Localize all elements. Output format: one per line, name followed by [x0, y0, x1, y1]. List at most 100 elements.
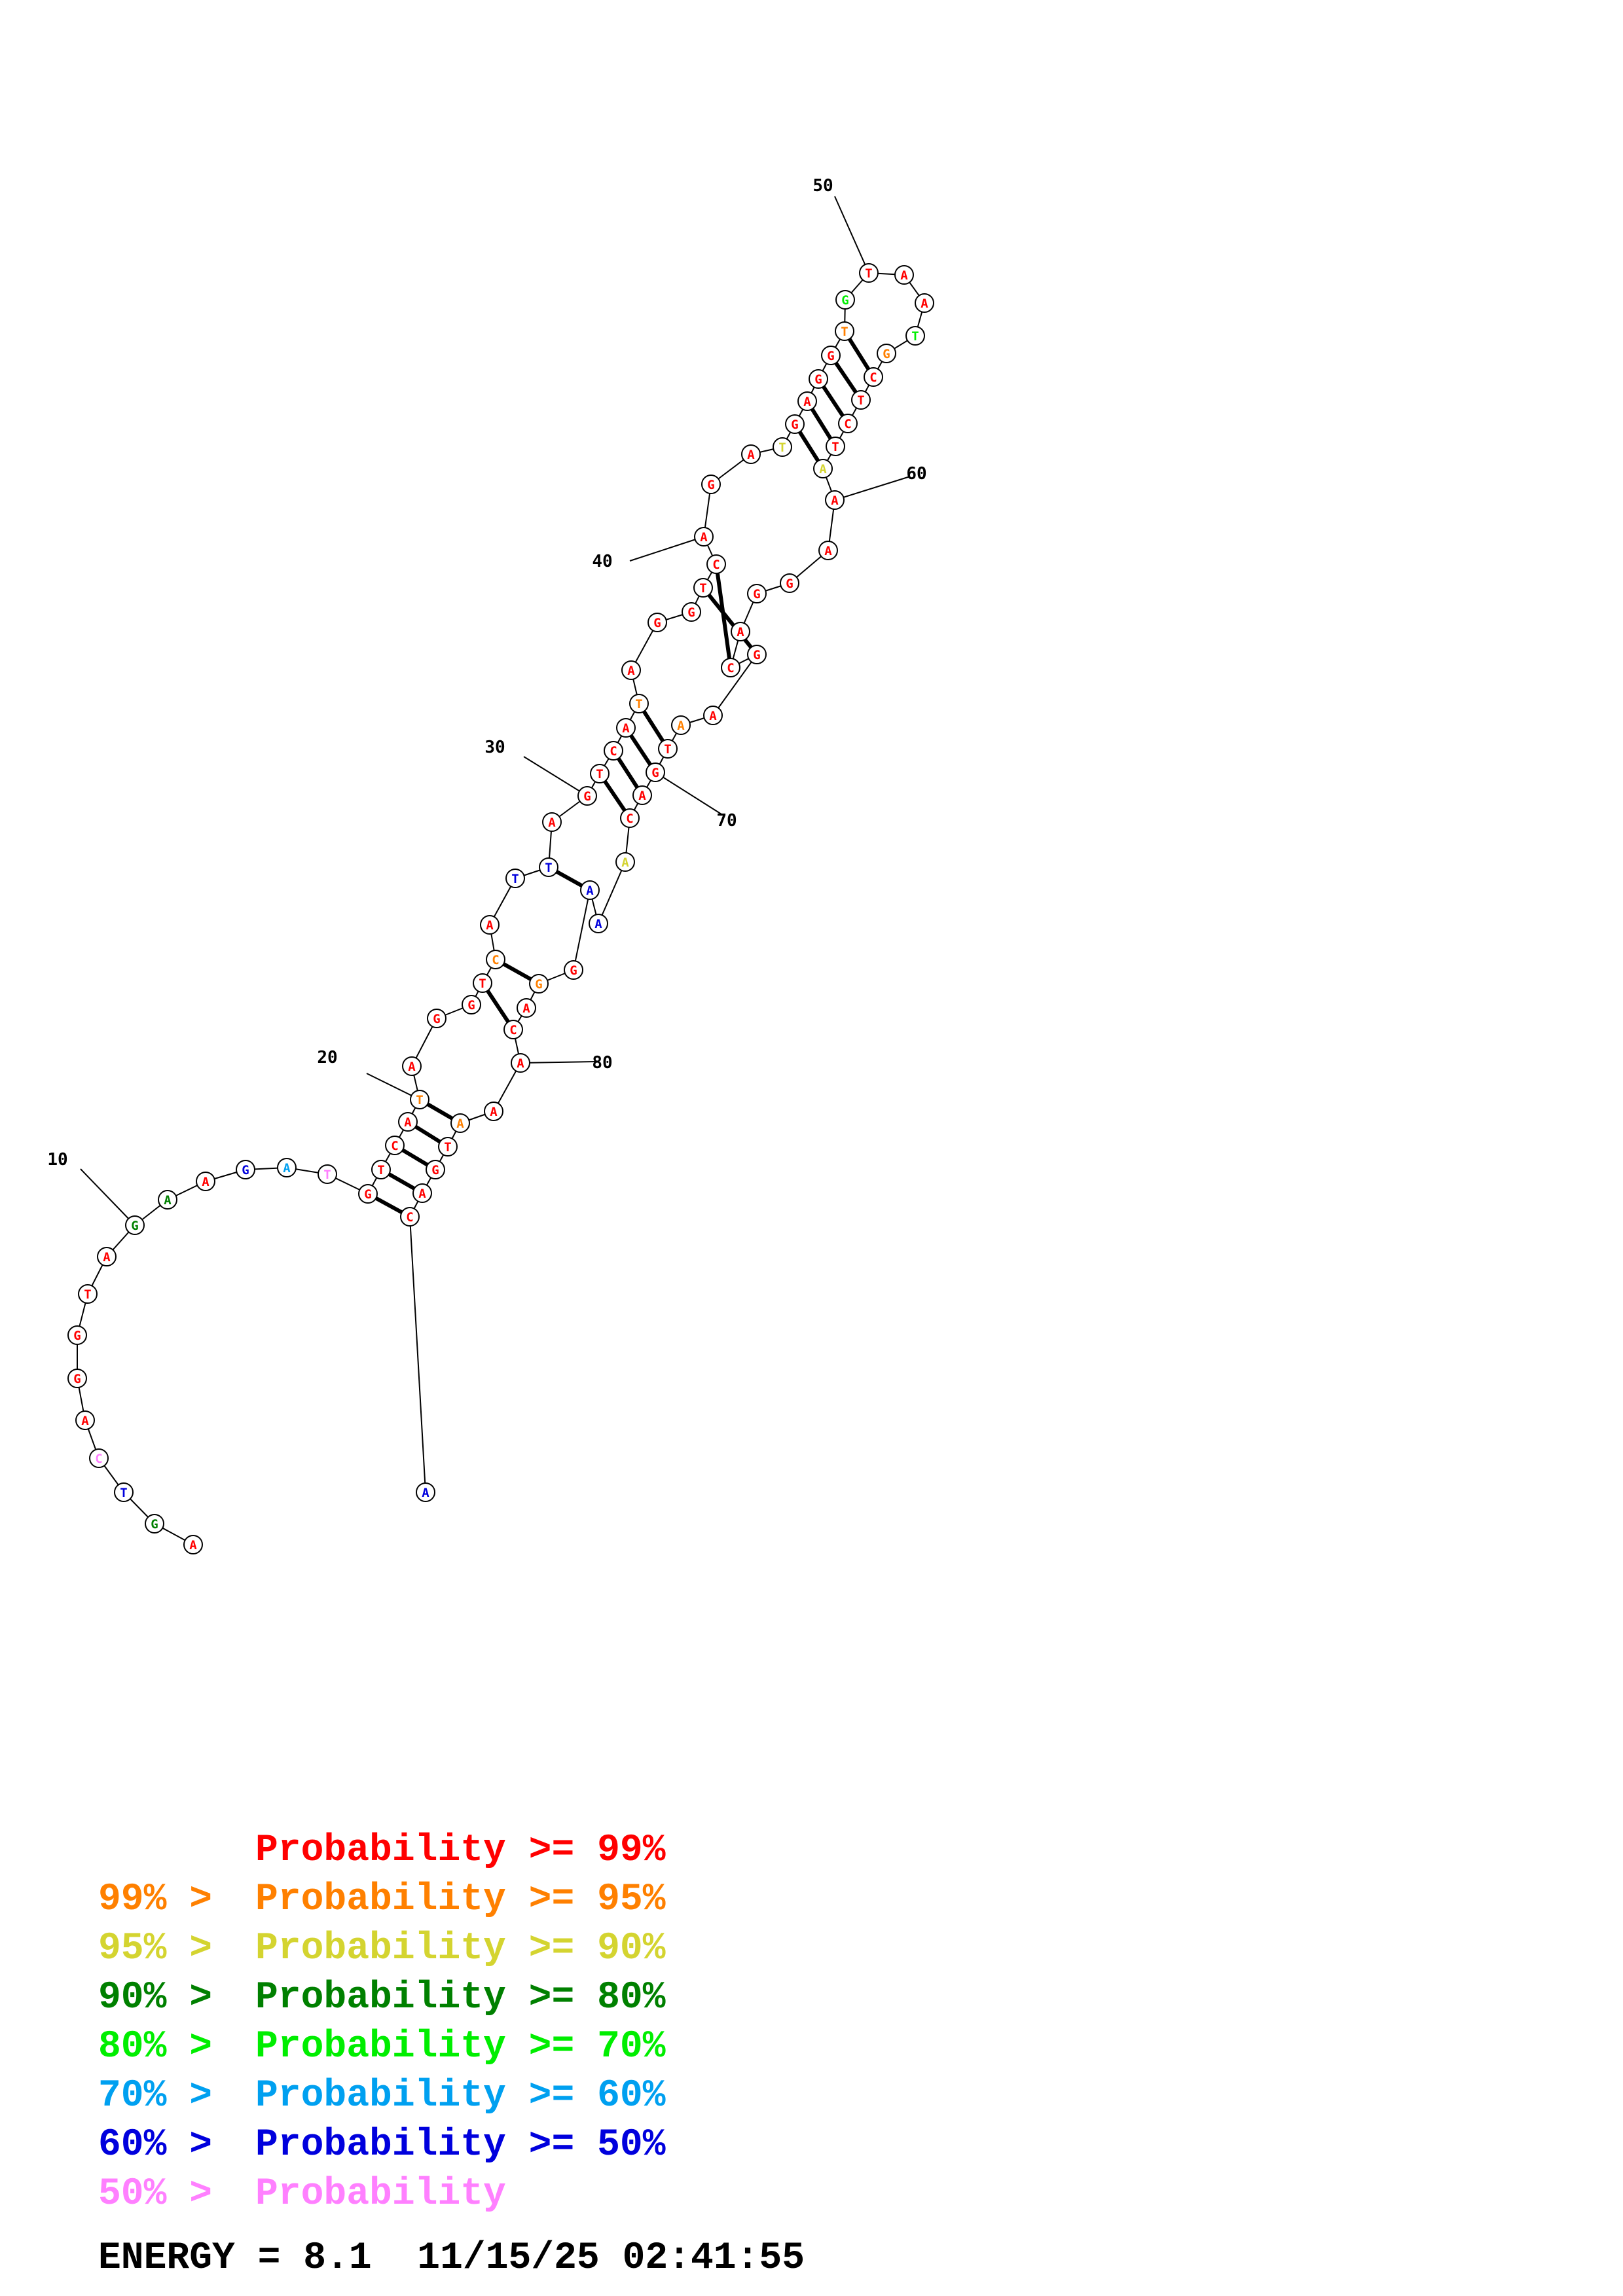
nucleotide-circle [706, 554, 726, 574]
nucleotide: G [67, 1369, 87, 1388]
nucleotide: T [318, 1164, 337, 1184]
nucleotide-circle [78, 1284, 98, 1304]
nucleotide: C [604, 741, 623, 761]
backbone-layer [77, 272, 925, 1545]
nucleotide: C [89, 1448, 109, 1468]
nucleotide-base: G [570, 963, 577, 978]
nucleotide-circle [797, 391, 817, 411]
position-label-leader [834, 476, 911, 501]
base-pair-layer [367, 330, 875, 1219]
nucleotide-circle [747, 645, 767, 664]
nucleotide-base: A [921, 296, 928, 311]
nucleotide: G [577, 786, 597, 806]
legend-row: 80% > Probability >= 70% [98, 2022, 666, 2072]
legend-label: Probability >= 90% [255, 1928, 666, 1970]
legend-lower-bound: 70% > [98, 2075, 235, 2117]
nucleotide-circle [577, 786, 597, 806]
nucleotide-base: A [522, 1001, 530, 1016]
nucleotide: A [398, 1112, 418, 1132]
nucleotide-circle [564, 960, 583, 980]
nucleotide-circle [616, 718, 636, 738]
legend-label: Probability >= 60% [255, 2075, 666, 2117]
nucleotide: G [426, 1160, 445, 1179]
nucleotide: T [851, 390, 871, 410]
nucleotide-base: A [627, 664, 635, 678]
nucleotide-base: G [653, 616, 661, 630]
nucleotide-base: A [819, 462, 827, 476]
nucleotide-base: C [509, 1023, 517, 1037]
nucleotide: A [615, 852, 635, 872]
nucleotide: C [706, 554, 726, 574]
nucleotide-circle [877, 344, 896, 363]
nucleotide: C [620, 808, 640, 828]
nucleotide-base: A [622, 721, 630, 736]
nucleotide: A [894, 265, 914, 285]
nucleotide: G [747, 645, 767, 664]
nucleotide: A [818, 541, 838, 560]
nucleotide-circle [75, 1410, 95, 1430]
nucleotide: T [114, 1482, 134, 1502]
position-label-leader [520, 1061, 596, 1064]
nucleotide-circle [412, 1183, 432, 1203]
nucleotide-circle [747, 584, 767, 603]
nucleotide-circle [438, 1137, 458, 1157]
legend-row: 90% > Probability >= 80% [98, 1973, 666, 2022]
nucleotide-base: G [651, 766, 659, 780]
nucleotide-base: G [707, 478, 714, 492]
nucleotide-base: A [456, 1117, 464, 1131]
nucleotide-circle [400, 1207, 420, 1227]
position-label: 30 [484, 738, 505, 757]
nucleotide: T [473, 973, 492, 993]
nucleotide: C [400, 1207, 420, 1227]
nucleotide: A [589, 914, 608, 933]
nucleotide: A [97, 1247, 117, 1266]
nucleotide-circle [580, 880, 600, 900]
nucleotide-circle [838, 414, 858, 433]
nucleotide-circle [358, 1184, 378, 1204]
legend-label: Probability >= 70% [255, 2026, 666, 2068]
nucleotide: C [838, 414, 858, 433]
nucleotide: G [835, 290, 855, 310]
nucleotide: A [741, 444, 761, 464]
nucleotide-circle [450, 1113, 470, 1133]
nucleotide: T [826, 437, 845, 456]
nucleotide-base: T [84, 1287, 91, 1302]
nucleotide-base: G [131, 1219, 138, 1233]
nucleotide-base: T [120, 1486, 127, 1500]
nucleotide: T [410, 1090, 429, 1109]
nucleotide-base: T [911, 329, 919, 344]
legend-label: Probability >= 99% [255, 1829, 666, 1872]
nucleotide-base: A [747, 448, 755, 462]
nucleotide-base: T [596, 767, 603, 781]
nucleotide-base: T [664, 742, 671, 757]
nucleotide-base: G [791, 418, 798, 432]
nucleotide: G [682, 602, 701, 622]
nucleotide-circle [125, 1215, 145, 1235]
legend-lower-bound: 50% > [98, 2173, 235, 2215]
nucleotide-circle [621, 660, 641, 680]
nucleotide-base: A [638, 789, 646, 803]
position-label-layer: 10 20 30 40 50 60 70 80 [47, 176, 927, 1226]
nucleotide-base: G [431, 1163, 439, 1177]
position-label: 60 [906, 464, 926, 484]
nucleotide: T [835, 321, 854, 341]
nucleotide-base: T [865, 266, 872, 281]
nucleotide-circle [416, 1482, 435, 1502]
nucleotide-circle [183, 1535, 203, 1554]
nucleotide: A [416, 1482, 435, 1502]
nucleotide-base: A [418, 1187, 426, 1201]
nucleotide-circle [851, 390, 871, 410]
nucleotide-circle [629, 694, 649, 713]
position-label-leader [80, 1168, 136, 1226]
nucleotide-base: G [827, 349, 834, 363]
nucleotide-circle [402, 1056, 422, 1076]
nucleotide-base: T [545, 861, 552, 875]
nucleotide-circle [486, 950, 505, 969]
nucleotide-base: A [164, 1193, 172, 1208]
nucleotide: A [75, 1410, 95, 1430]
energy-footer: ENERGY = 8.1 11/15/25 02:41:55 [98, 2237, 805, 2280]
nucleotide-base: C [492, 953, 499, 967]
nucleotide: T [590, 764, 610, 783]
nucleotide-base: T [831, 440, 839, 454]
